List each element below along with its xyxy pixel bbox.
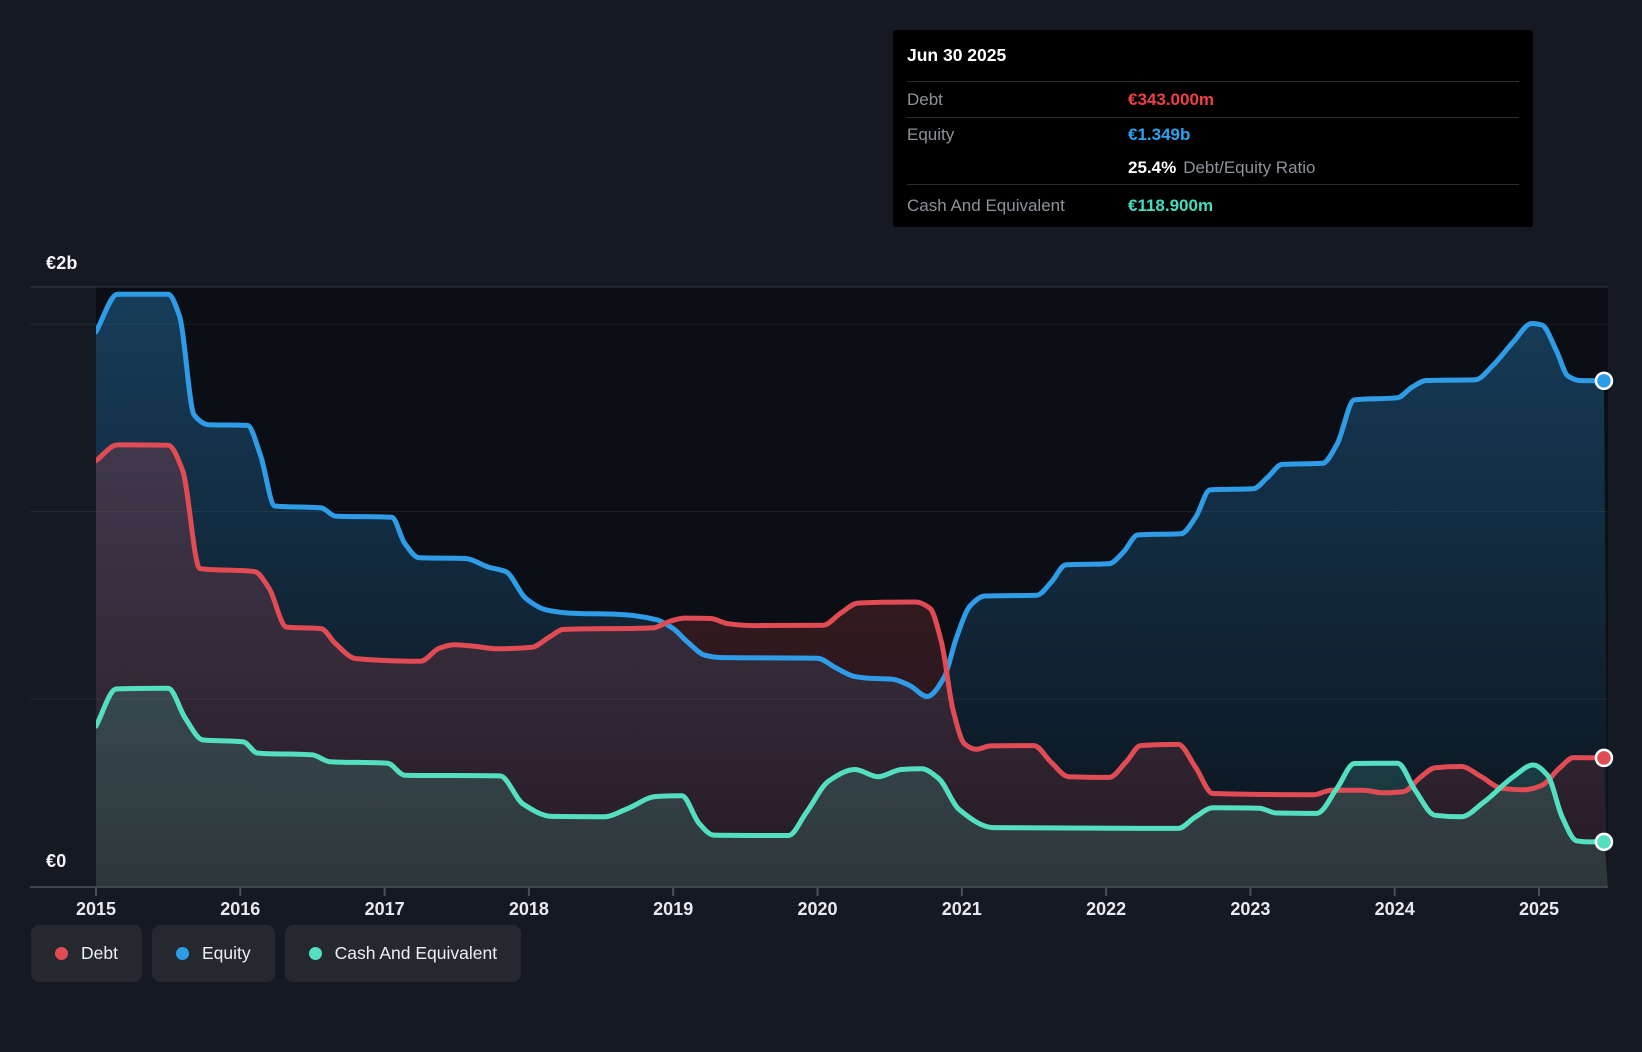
legend-debt-label: Debt xyxy=(81,943,118,964)
y-axis-max-label: €2b xyxy=(46,253,78,274)
tooltip-ratio-value: 25.4% xyxy=(1128,158,1176,178)
debt-series-dot xyxy=(55,947,68,960)
debt-endpoint-marker xyxy=(1596,750,1612,766)
equity-endpoint-marker xyxy=(1596,373,1612,389)
x-axis-label: 2024 xyxy=(1350,899,1440,920)
tooltip-row-ratio: 25.4% Debt/Equity Ratio xyxy=(907,151,1519,185)
cash-series-dot xyxy=(309,947,322,960)
tooltip-equity-value: €1.349b xyxy=(1128,125,1190,145)
tooltip-ratio-label: Debt/Equity Ratio xyxy=(1183,158,1315,178)
tooltip-panel: Jun 30 2025 Debt €343.000m Equity €1.349… xyxy=(893,30,1533,227)
legend-item-equity[interactable]: Equity xyxy=(152,925,275,982)
x-axis-label: 2023 xyxy=(1205,899,1295,920)
cash-endpoint-marker xyxy=(1596,834,1612,850)
x-axis-label: 2021 xyxy=(917,899,1007,920)
x-axis-label: 2017 xyxy=(340,899,430,920)
x-axis-label: 2016 xyxy=(195,899,285,920)
x-axis-label: 2015 xyxy=(51,899,141,920)
tooltip-row-cash: Cash And Equivalent €118.900m xyxy=(907,185,1519,227)
tooltip-date: Jun 30 2025 xyxy=(907,30,1519,82)
legend-cash-label: Cash And Equivalent xyxy=(335,943,497,964)
tooltip-cash-label: Cash And Equivalent xyxy=(907,196,1128,216)
tooltip-row-equity: Equity €1.349b xyxy=(907,118,1519,151)
x-axis-label: 2025 xyxy=(1494,899,1584,920)
tooltip-cash-value: €118.900m xyxy=(1128,196,1213,216)
tooltip-equity-label: Equity xyxy=(907,125,1128,145)
tooltip-debt-label: Debt xyxy=(907,90,1128,110)
tooltip-debt-value: €343.000m xyxy=(1128,90,1214,110)
y-axis-zero-label: €0 xyxy=(46,851,66,872)
equity-series-dot xyxy=(176,947,189,960)
legend-equity-label: Equity xyxy=(202,943,251,964)
legend: Debt Equity Cash And Equivalent xyxy=(31,925,521,982)
legend-item-debt[interactable]: Debt xyxy=(31,925,142,982)
balance-sheet-history-chart: €2b €0 2015 2016 2017 2018 2019 2020 2021 2022 2… xyxy=(0,0,1642,1052)
x-axis-label: 2019 xyxy=(628,899,718,920)
legend-item-cash[interactable]: Cash And Equivalent xyxy=(285,925,521,982)
x-axis-label: 2018 xyxy=(484,899,574,920)
x-axis-label: 2020 xyxy=(773,899,863,920)
tooltip-row-debt: Debt €343.000m xyxy=(907,82,1519,118)
x-axis-label: 2022 xyxy=(1061,899,1151,920)
